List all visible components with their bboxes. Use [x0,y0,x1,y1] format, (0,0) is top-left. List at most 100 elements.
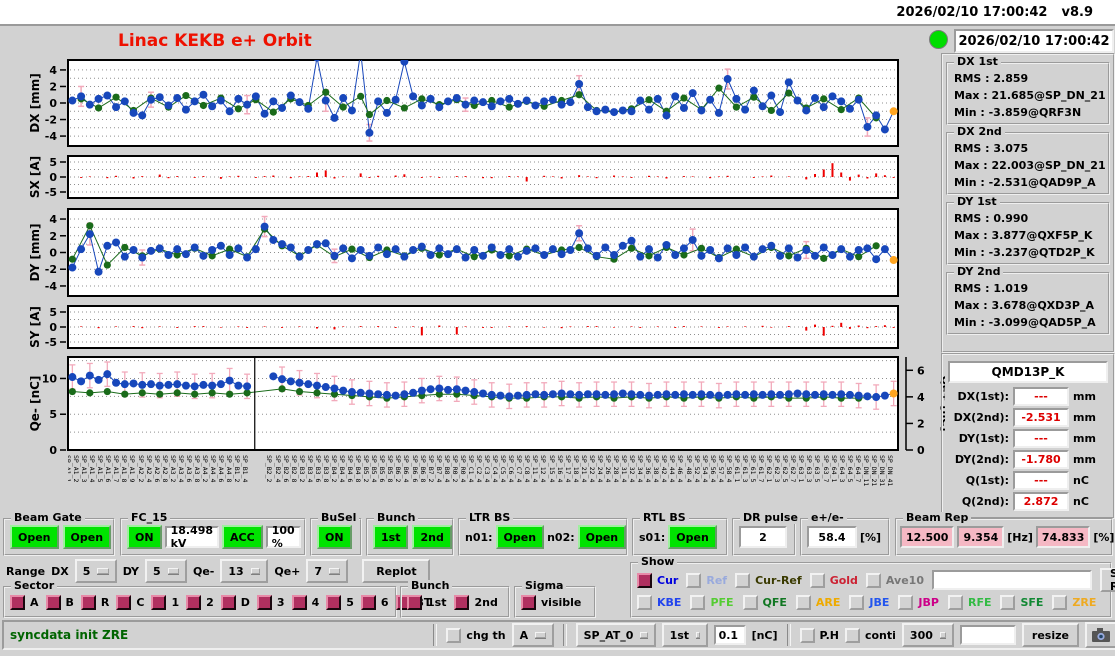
show-ref-item[interactable]: Ref [686,572,727,588]
conti-checkbox[interactable] [844,627,860,643]
sector-c-item[interactable]: C [116,594,144,610]
ph-checkbox[interactable] [799,627,815,643]
show-kbe-item[interactable]: KBE [637,595,681,610]
bpm-label: SP_56_4 [708,455,717,483]
show-ave10-item[interactable]: Ave10 [865,572,924,588]
show-zre-item[interactable]: ZRE [1052,595,1096,610]
set-ref-button[interactable]: Set Ref [1099,567,1115,593]
sector-4-checkbox[interactable] [291,594,307,610]
interval-dropdown[interactable]: 300 [901,623,954,647]
show-qfe-item[interactable]: QFE [742,595,787,610]
ph-checkbox-item[interactable]: P.H [799,627,839,643]
bunch-select-title: Bunch [408,580,453,592]
show-cur-checkbox[interactable] [637,572,652,588]
sector-r-item[interactable]: R [80,594,109,610]
show-jbp-checkbox[interactable] [898,595,914,610]
fc15-on-button[interactable]: ON [127,525,162,549]
ltr-n01-open-button[interactable]: Open [495,525,545,549]
sector-1-item[interactable]: 1 [151,594,179,610]
stats-group-title: DX 2nd [954,126,1005,138]
bpm-label: SP_C5_4 [499,455,508,483]
sector-a-checkbox[interactable] [10,594,25,610]
show-pfe-item[interactable]: PFE [690,595,734,610]
bpm-select-dropdown[interactable]: SP_AT_0 [575,623,656,647]
bunch-1st-checkbox[interactable] [407,594,422,610]
beam-gate-open-button-1[interactable]: Open [10,525,59,549]
sector-d-item[interactable]: D [220,594,250,610]
sector-5-item[interactable]: 5 [326,594,354,610]
show-rfe-checkbox[interactable] [947,595,963,610]
show-cur-ref-checkbox[interactable] [735,572,751,588]
sector-a-item[interactable]: A [10,594,39,610]
show-ref-checkbox[interactable] [686,572,702,588]
sector-6-item[interactable]: 6 [360,594,389,610]
threshold-input[interactable] [713,625,746,645]
bunch-2nd-item[interactable]: 2nd [454,594,498,610]
bpm-label: SP_A4_4 [209,455,218,483]
bunch-1st-button[interactable]: 1st [373,525,409,549]
busel-on-button[interactable]: ON [317,525,352,549]
show-cur-ref-item[interactable]: Cur-Ref [735,572,802,588]
bunch-order-dropdown[interactable]: 1st [661,623,708,647]
chg-th-checkbox-item[interactable]: chg th [446,627,506,643]
show-jbe-item[interactable]: JBE [849,595,889,610]
bunch-2nd-checkbox[interactable] [454,594,470,610]
bunch-2nd-button[interactable]: 2nd [412,525,452,549]
sector-6-checkbox[interactable] [360,594,376,610]
show-kbe-checkbox[interactable] [637,595,652,610]
show-gold-checkbox[interactable] [809,572,825,588]
sector-5-checkbox[interactable] [326,594,342,610]
sector-r-checkbox[interactable] [80,594,96,610]
beam-gate-group: Beam Gate Open Open [3,512,115,556]
show-gold-item[interactable]: Gold [809,572,858,588]
show-cur-item[interactable]: Cur [637,572,678,588]
sector-3-checkbox[interactable] [256,594,272,610]
conti-label: conti [864,628,896,642]
fc15-acc-button[interactable]: ACC [222,525,263,549]
sector-d-checkbox[interactable] [220,594,236,610]
sector-2-item[interactable]: 2 [186,594,214,610]
range-dx-dropdown[interactable]: 5 [74,559,117,583]
bpm-label: SP_31_4 [620,455,629,483]
sigma-visible-checkbox[interactable] [521,594,536,610]
range-qem-dropdown[interactable]: 13 [220,559,269,583]
show-jbe-checkbox[interactable] [849,595,865,610]
dropdown-dash-icon [535,632,546,638]
sector-2-checkbox[interactable] [186,594,202,610]
beam-gate-open-button-2[interactable]: Open [62,525,112,549]
chg-th-checkbox[interactable] [446,627,462,643]
chg-th-dropdown[interactable]: A [511,623,554,647]
show-sfe-checkbox[interactable] [1000,595,1016,610]
show-pfe-checkbox[interactable] [690,595,706,610]
show-are-item[interactable]: ARE [795,595,840,610]
sigma-visible-item[interactable]: visible [521,594,581,610]
sector-1-checkbox[interactable] [151,594,167,610]
sector-4-item[interactable]: 4 [291,594,319,610]
ref-file-input[interactable] [931,570,1092,590]
show-rfe-item[interactable]: RFE [947,595,991,610]
bpm-label: SP_B4_2 [329,455,338,483]
show-sfe-item[interactable]: SFE [1000,595,1043,610]
show-zre-checkbox[interactable] [1052,595,1068,610]
bpm-label: SP_A3_8 [192,455,201,483]
bunch-1st-item[interactable]: 1st [407,594,446,610]
snapshot-button[interactable] [1085,622,1115,648]
rtl-s01-open-button[interactable]: Open [668,525,717,549]
resize-button[interactable]: resize [1021,623,1079,647]
sector-3-item[interactable]: 3 [256,594,285,610]
replot-button[interactable]: Replot [362,559,431,583]
sector-b-checkbox[interactable] [45,594,61,610]
show-jbp-item[interactable]: JBP [898,595,939,610]
sector-b-item[interactable]: B [45,594,74,610]
sector-c-checkbox[interactable] [116,594,132,610]
show-ave10-checkbox[interactable] [865,572,881,588]
range-dy-dropdown[interactable]: 5 [144,559,187,583]
show-qfe-checkbox[interactable] [742,595,758,610]
aux-input[interactable] [959,625,1016,645]
conti-checkbox-item[interactable]: conti [844,627,896,643]
ltr-n02-open-button[interactable]: Open [577,525,627,549]
ph-label: P.H [819,628,839,642]
show-are-checkbox[interactable] [795,595,811,610]
range-qep-dropdown[interactable]: 7 [306,559,349,583]
